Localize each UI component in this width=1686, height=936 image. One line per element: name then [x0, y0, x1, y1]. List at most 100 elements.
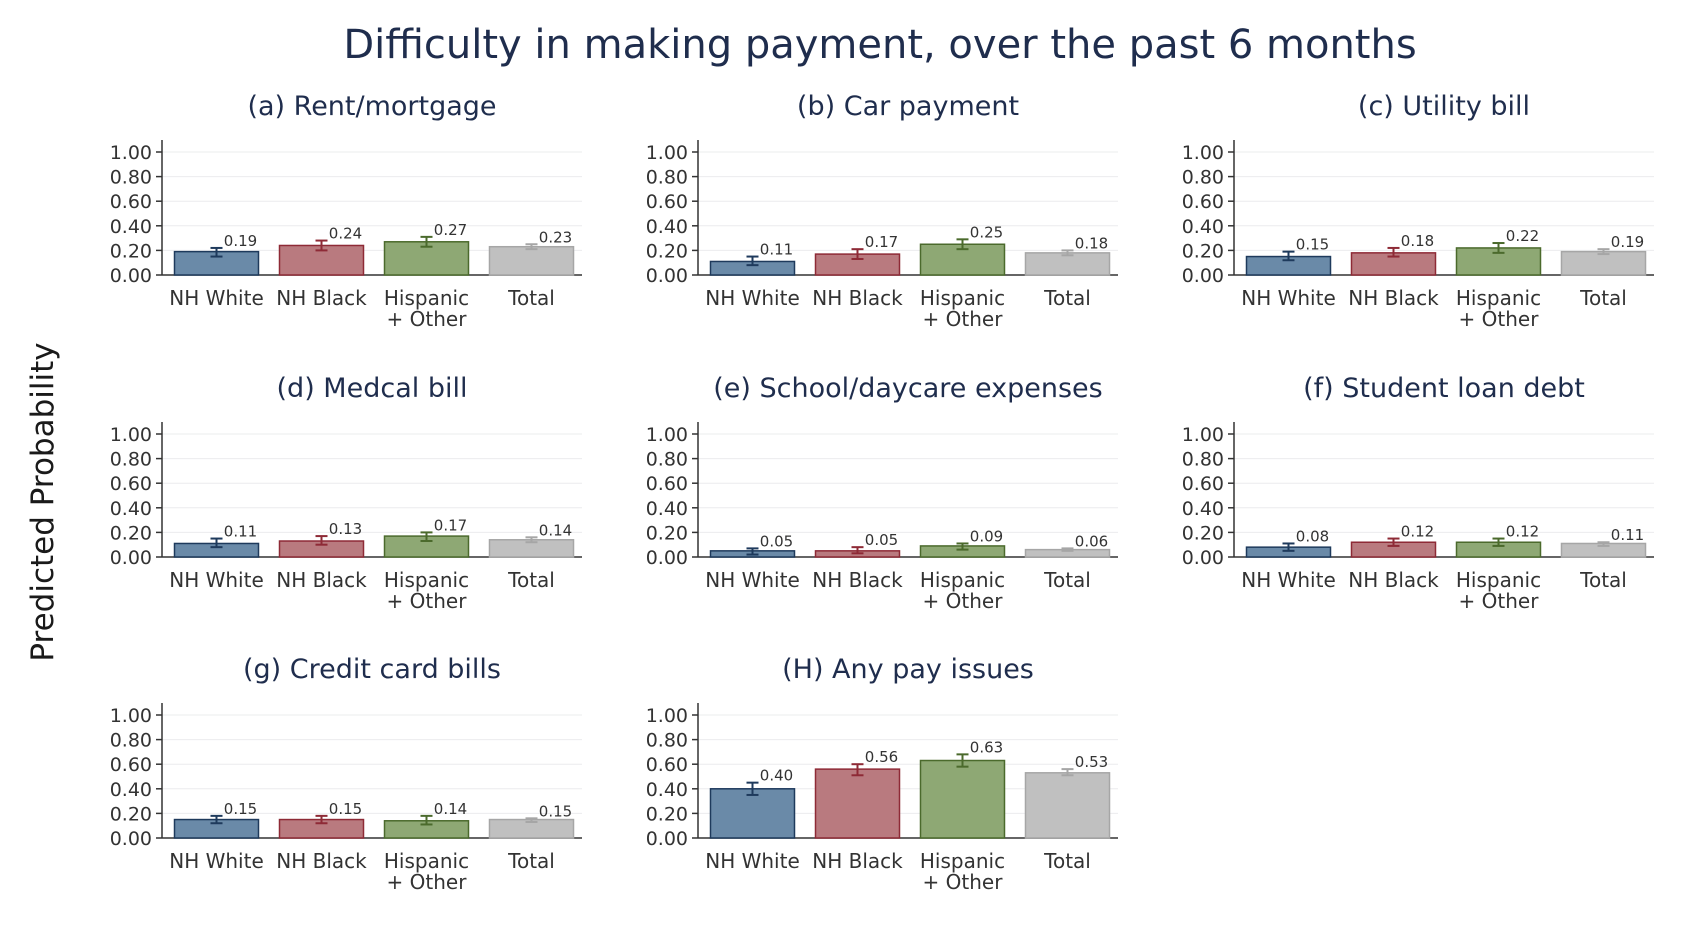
panel-1: (a) Rent/mortgage 0.00 0.200.40 0.600.80 1.0…	[110, 91, 582, 331]
y-tick-label: 0.40	[1182, 498, 1224, 520]
bar	[919, 759, 1006, 839]
x-tick-label: NH Black	[812, 568, 903, 592]
error-bar	[210, 814, 223, 825]
error-bar	[210, 246, 223, 258]
y-tick-label: 0.00	[646, 265, 688, 287]
y-tick-label: 0.60	[646, 473, 688, 495]
error-bar	[210, 537, 223, 549]
x-tick-label: Hispanic + Other	[920, 568, 1005, 613]
y-tick-label: 0.20	[110, 522, 152, 544]
data-label: 0.13	[329, 520, 362, 538]
data-label: 0.06	[1075, 532, 1108, 550]
x-tick-label: Total	[1043, 849, 1091, 873]
error-bar	[420, 814, 433, 826]
x-tick-label: Hispanic + Other	[384, 286, 469, 331]
y-tick-label: 0.20	[110, 240, 152, 262]
data-label: 0.11	[1611, 526, 1644, 544]
error-bar	[956, 753, 969, 768]
y-tick-label: 0.00	[1182, 547, 1224, 569]
y-tick-label: 0.00	[110, 547, 152, 569]
error-bar	[1061, 249, 1074, 257]
x-tick-label: Total	[1043, 286, 1091, 310]
panel-title: (g) Credit card bills	[243, 654, 501, 685]
x-tick-label: Total	[507, 286, 555, 310]
y-tick-label: 0.80	[1182, 167, 1224, 189]
error-bar	[1492, 242, 1505, 254]
panel-title: (b) Car payment	[797, 91, 1019, 122]
panel-4: (d) Medcal bill 0.00 0.200.40 0.600.80 1.00 0…	[110, 373, 582, 613]
data-label: 0.23	[539, 228, 572, 246]
error-bar	[1492, 537, 1505, 547]
data-label: 0.18	[1075, 234, 1108, 252]
y-tick-label: 0.40	[110, 779, 152, 801]
error-bar	[956, 542, 969, 551]
panel-title: (e) School/daycare expenses	[713, 373, 1102, 404]
panel-3: (c) Utility bill 0.00 0.200.40 0.600.80 1.00…	[1182, 91, 1654, 331]
panel-title: (f) Student loan debt	[1303, 373, 1585, 404]
error-bar	[420, 235, 433, 248]
data-label: 0.19	[1611, 233, 1644, 251]
y-tick-label: 0.00	[1182, 265, 1224, 287]
y-tick-label: 0.20	[110, 803, 152, 825]
y-tick-label: 0.20	[1182, 522, 1224, 544]
y-tick-label: 0.00	[646, 547, 688, 569]
y-tick-label: 1.00	[1182, 142, 1224, 164]
x-tick-label: Hispanic + Other	[920, 849, 1005, 894]
data-label: 0.56	[865, 748, 898, 766]
y-tick-label: 0.60	[646, 754, 688, 776]
data-label: 0.08	[1296, 527, 1329, 545]
y-tick-label: 0.80	[646, 449, 688, 471]
error-bar	[746, 781, 759, 796]
bar	[1024, 772, 1111, 839]
y-tick-label: 0.60	[1182, 191, 1224, 213]
error-bar	[1061, 547, 1074, 552]
error-bar	[315, 814, 328, 825]
error-bar	[956, 238, 969, 251]
panel-7: (g) Credit card bills 0.00 0.200.40 0.600.8…	[110, 654, 582, 894]
x-tick-label: NH Black	[276, 568, 367, 592]
error-bar	[746, 547, 759, 556]
y-tick-label: 0.80	[110, 167, 152, 189]
panel-title: (a) Rent/mortgage	[247, 91, 496, 122]
x-tick-label: Hispanic + Other	[384, 568, 469, 613]
data-label: 0.25	[970, 223, 1003, 241]
error-bar	[420, 531, 433, 543]
y-tick-label: 0.20	[646, 803, 688, 825]
error-bar	[525, 536, 538, 544]
error-bar	[1061, 768, 1074, 777]
bar	[709, 788, 796, 839]
y-tick-label: 0.00	[110, 265, 152, 287]
y-axis-title: Predicted Probability	[25, 342, 61, 661]
data-label: 0.24	[329, 225, 362, 243]
panel-title: (d) Medcal bill	[277, 373, 468, 404]
x-tick-label: Hispanic + Other	[920, 286, 1005, 331]
x-tick-label: NH Black	[812, 286, 903, 310]
data-label: 0.11	[760, 241, 793, 259]
y-tick-label: 0.80	[1182, 449, 1224, 471]
data-label: 0.22	[1506, 227, 1539, 245]
x-tick-label: Hispanic + Other	[1456, 286, 1541, 331]
x-tick-label: Total	[507, 849, 555, 873]
data-label: 0.14	[539, 521, 572, 539]
data-label: 0.12	[1506, 523, 1539, 541]
x-tick-label: NH White	[169, 849, 264, 873]
x-tick-label: NH White	[705, 849, 800, 873]
error-bar	[315, 239, 328, 252]
bar	[488, 245, 575, 276]
y-tick-label: 0.80	[110, 449, 152, 471]
error-bar	[1282, 250, 1295, 262]
data-label: 0.15	[329, 800, 362, 818]
y-tick-label: 0.40	[646, 779, 688, 801]
data-label: 0.18	[1401, 232, 1434, 250]
data-label: 0.15	[224, 800, 257, 818]
x-tick-label: NH White	[705, 568, 800, 592]
error-bar	[746, 255, 759, 267]
x-tick-label: Hispanic + Other	[1456, 568, 1541, 613]
data-label: 0.63	[970, 738, 1003, 756]
panels-group: (a) Rent/mortgage0.000.200.400.600.801.0…	[110, 91, 1654, 894]
error-bar	[525, 817, 538, 824]
x-tick-label: NH White	[1241, 568, 1336, 592]
x-tick-label: NH White	[1241, 286, 1336, 310]
y-tick-label: 1.00	[1182, 424, 1224, 446]
